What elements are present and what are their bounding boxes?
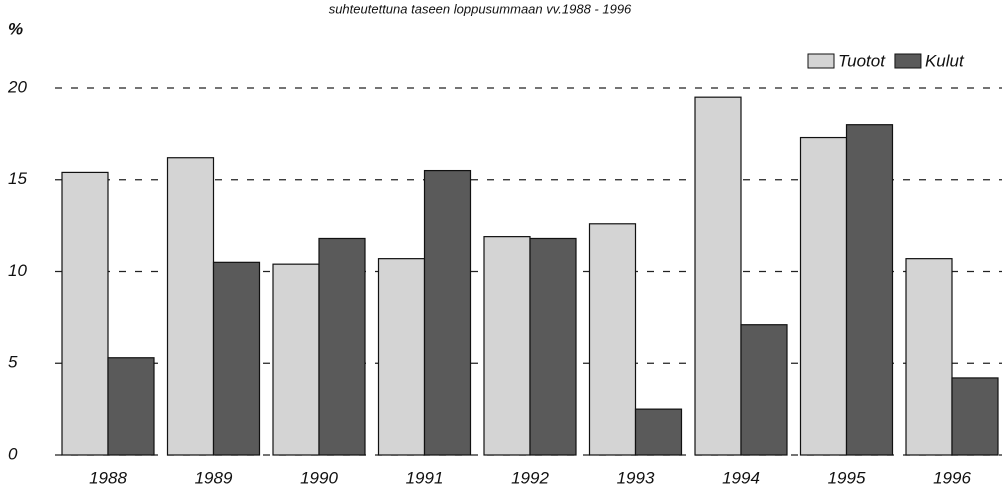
- bar: [799, 136, 848, 456]
- legend-label: Tuotot: [838, 51, 886, 70]
- bar: [905, 258, 953, 456]
- bar: [107, 357, 155, 456]
- chart-title: suhteutettuna taseen loppusummaan vv.198…: [329, 1, 632, 16]
- bar: [212, 261, 261, 456]
- x-tick-label: 1992: [511, 468, 549, 487]
- x-tick-label: 1990: [300, 468, 338, 487]
- y-tick-label: 10: [8, 261, 27, 280]
- bar: [529, 237, 577, 456]
- legend-label: Kulut: [925, 51, 965, 70]
- x-tick-label: 1996: [933, 468, 971, 487]
- bar: [61, 171, 109, 456]
- x-tick-label: 1994: [722, 468, 760, 487]
- bar: [951, 377, 999, 456]
- x-tick-label: 1989: [195, 468, 233, 487]
- y-axis-label: %: [8, 19, 23, 38]
- y-tick-label: 5: [8, 353, 18, 372]
- x-tick-label: 1991: [406, 468, 444, 487]
- bar: [634, 408, 683, 456]
- bar: [166, 157, 215, 456]
- bar: [318, 237, 366, 456]
- x-tick-label: 1993: [617, 468, 655, 487]
- bar: [694, 96, 742, 456]
- bar: [588, 223, 637, 456]
- bar: [740, 324, 788, 456]
- y-tick-label: 0: [8, 444, 18, 463]
- x-tick-label: 1988: [89, 468, 127, 487]
- bar: [377, 258, 426, 456]
- legend-swatch: [894, 53, 922, 69]
- bar: [423, 169, 472, 456]
- legend-swatch: [807, 53, 835, 69]
- x-tick-label: 1995: [828, 468, 866, 487]
- y-tick-label: 15: [8, 169, 27, 188]
- bar: [272, 263, 320, 456]
- bar: [845, 124, 894, 456]
- y-tick-label: 20: [7, 77, 27, 96]
- bar: [483, 236, 531, 456]
